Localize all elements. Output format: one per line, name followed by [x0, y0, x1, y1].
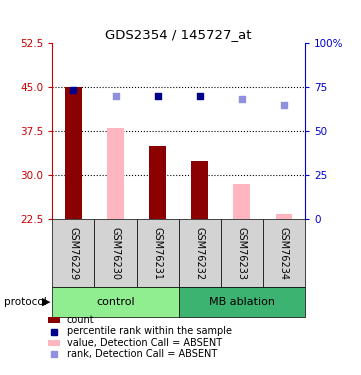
Text: rank, Detection Call = ABSENT: rank, Detection Call = ABSENT — [67, 349, 217, 359]
Title: GDS2354 / 145727_at: GDS2354 / 145727_at — [105, 28, 252, 40]
Bar — [149, 146, 166, 219]
Text: count: count — [67, 315, 95, 325]
Point — [70, 87, 76, 93]
Bar — [275, 213, 292, 219]
Point — [197, 93, 203, 99]
Bar — [95, 219, 136, 287]
Bar — [136, 219, 179, 287]
Bar — [191, 160, 208, 219]
Point — [281, 102, 287, 108]
Text: MB ablation: MB ablation — [209, 297, 275, 307]
Point — [113, 93, 118, 99]
Bar — [65, 87, 82, 219]
Bar — [52, 287, 179, 317]
Text: control: control — [96, 297, 135, 307]
Bar — [179, 287, 305, 317]
Text: protocol: protocol — [4, 297, 46, 307]
Bar — [263, 219, 305, 287]
Point — [155, 93, 161, 99]
Bar — [48, 340, 60, 346]
Bar — [107, 128, 124, 219]
Text: GSM76233: GSM76233 — [237, 226, 247, 280]
Bar — [234, 184, 250, 219]
Text: GSM76230: GSM76230 — [110, 226, 121, 280]
Text: GSM76232: GSM76232 — [195, 226, 205, 280]
Bar — [48, 317, 60, 323]
Text: GSM76231: GSM76231 — [153, 226, 163, 280]
Bar — [179, 219, 221, 287]
Text: percentile rank within the sample: percentile rank within the sample — [67, 327, 232, 336]
Text: GSM76234: GSM76234 — [279, 226, 289, 280]
Bar — [52, 219, 95, 287]
Text: ▶: ▶ — [42, 297, 50, 307]
Text: value, Detection Call = ABSENT: value, Detection Call = ABSENT — [67, 338, 222, 348]
Bar — [221, 219, 263, 287]
Point — [239, 96, 245, 102]
Text: GSM76229: GSM76229 — [68, 226, 78, 280]
